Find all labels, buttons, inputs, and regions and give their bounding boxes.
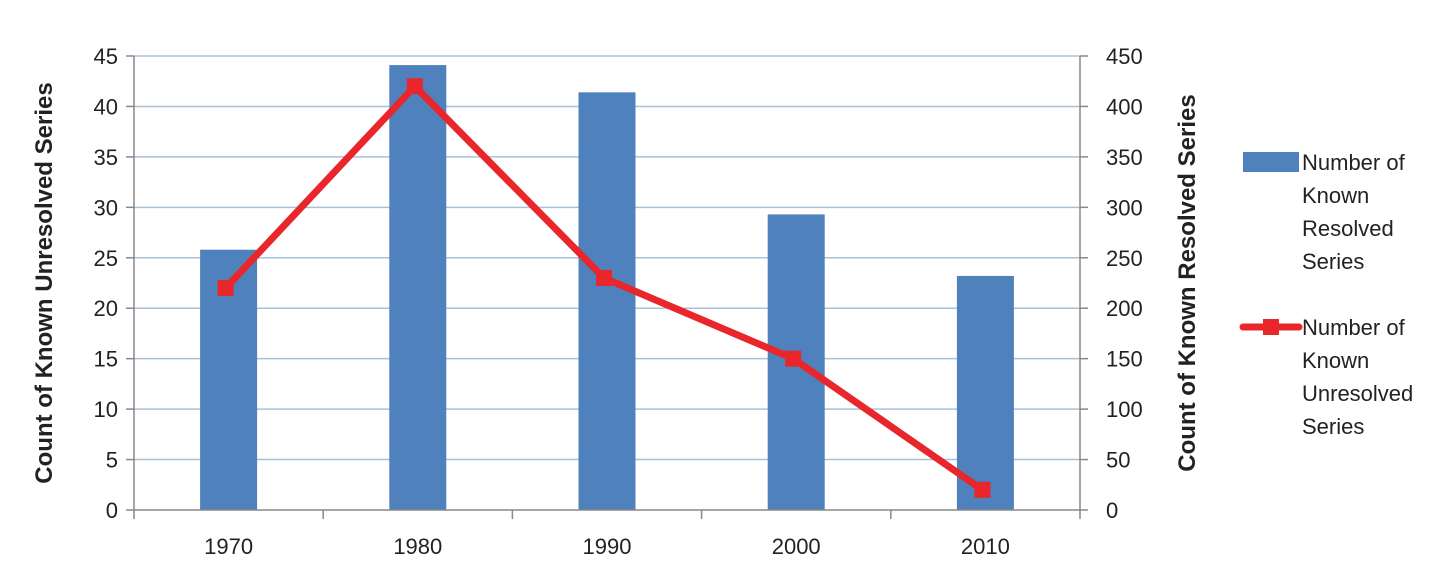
legend-label-resolved: Series bbox=[1302, 249, 1364, 274]
legend-label-unresolved: Unresolved bbox=[1302, 381, 1413, 406]
legend-label-resolved: Number of bbox=[1302, 150, 1406, 175]
y-tick-label-left: 25 bbox=[94, 246, 118, 271]
y-tick-label-right: 50 bbox=[1106, 448, 1130, 473]
x-tick-label: 2010 bbox=[961, 534, 1010, 559]
y-tick-label-left: 45 bbox=[94, 44, 118, 69]
tick-labels: 0510152025303540450501001502002503003504… bbox=[94, 44, 1143, 559]
legend-marker-unresolved bbox=[1263, 319, 1279, 335]
y-tick-label-right: 0 bbox=[1106, 498, 1118, 523]
y-tick-label-right: 250 bbox=[1106, 246, 1143, 271]
y-tick-label-right: 300 bbox=[1106, 195, 1143, 220]
y-axis-title-right: Count of Known Resolved Series bbox=[1174, 94, 1201, 471]
y-tick-label-right: 150 bbox=[1106, 347, 1143, 372]
y-tick-label-left: 15 bbox=[94, 347, 118, 372]
legend-label-resolved: Resolved bbox=[1302, 216, 1394, 241]
x-tick-label: 2000 bbox=[772, 534, 821, 559]
y-tick-label-left: 30 bbox=[94, 195, 118, 220]
bar-2010 bbox=[956, 275, 1014, 510]
legend-label-unresolved: Known bbox=[1302, 348, 1369, 373]
line-series bbox=[217, 78, 991, 498]
legend-label-unresolved: Series bbox=[1302, 414, 1364, 439]
legend-swatch-resolved bbox=[1243, 152, 1299, 172]
y-tick-label-left: 10 bbox=[94, 397, 118, 422]
y-tick-label-right: 350 bbox=[1106, 145, 1143, 170]
bar-1990 bbox=[578, 92, 636, 510]
y-axis-title-left: Count of Known Unresolved Series bbox=[31, 82, 58, 483]
y-tick-label-right: 400 bbox=[1106, 94, 1143, 119]
marker-1990 bbox=[596, 269, 612, 286]
bar-1980 bbox=[389, 65, 447, 510]
x-tick-label: 1970 bbox=[204, 534, 253, 559]
x-tick-label: 1990 bbox=[583, 534, 632, 559]
y-tick-label-left: 5 bbox=[106, 448, 118, 473]
y-tick-label-left: 40 bbox=[94, 94, 118, 119]
y-tick-label-right: 200 bbox=[1106, 296, 1143, 321]
marker-2000 bbox=[785, 350, 802, 367]
marker-1970 bbox=[217, 280, 234, 297]
y-tick-label-left: 20 bbox=[94, 296, 118, 321]
legend-label-resolved: Known bbox=[1302, 183, 1369, 208]
y-tick-label-right: 100 bbox=[1106, 397, 1143, 422]
x-tick-label: 1980 bbox=[393, 534, 442, 559]
y-tick-label-left: 35 bbox=[94, 145, 118, 170]
bar-series bbox=[200, 65, 1014, 510]
y-tick-label-left: 0 bbox=[106, 498, 118, 523]
marker-2010 bbox=[974, 481, 991, 498]
legend: Number of Known Resolved Series Number of Kno… bbox=[1239, 150, 1413, 439]
axes bbox=[126, 55, 1088, 519]
marker-1980 bbox=[406, 78, 423, 95]
y-tick-label-right: 450 bbox=[1106, 44, 1143, 69]
legend-label-unresolved: Number of bbox=[1302, 315, 1406, 340]
